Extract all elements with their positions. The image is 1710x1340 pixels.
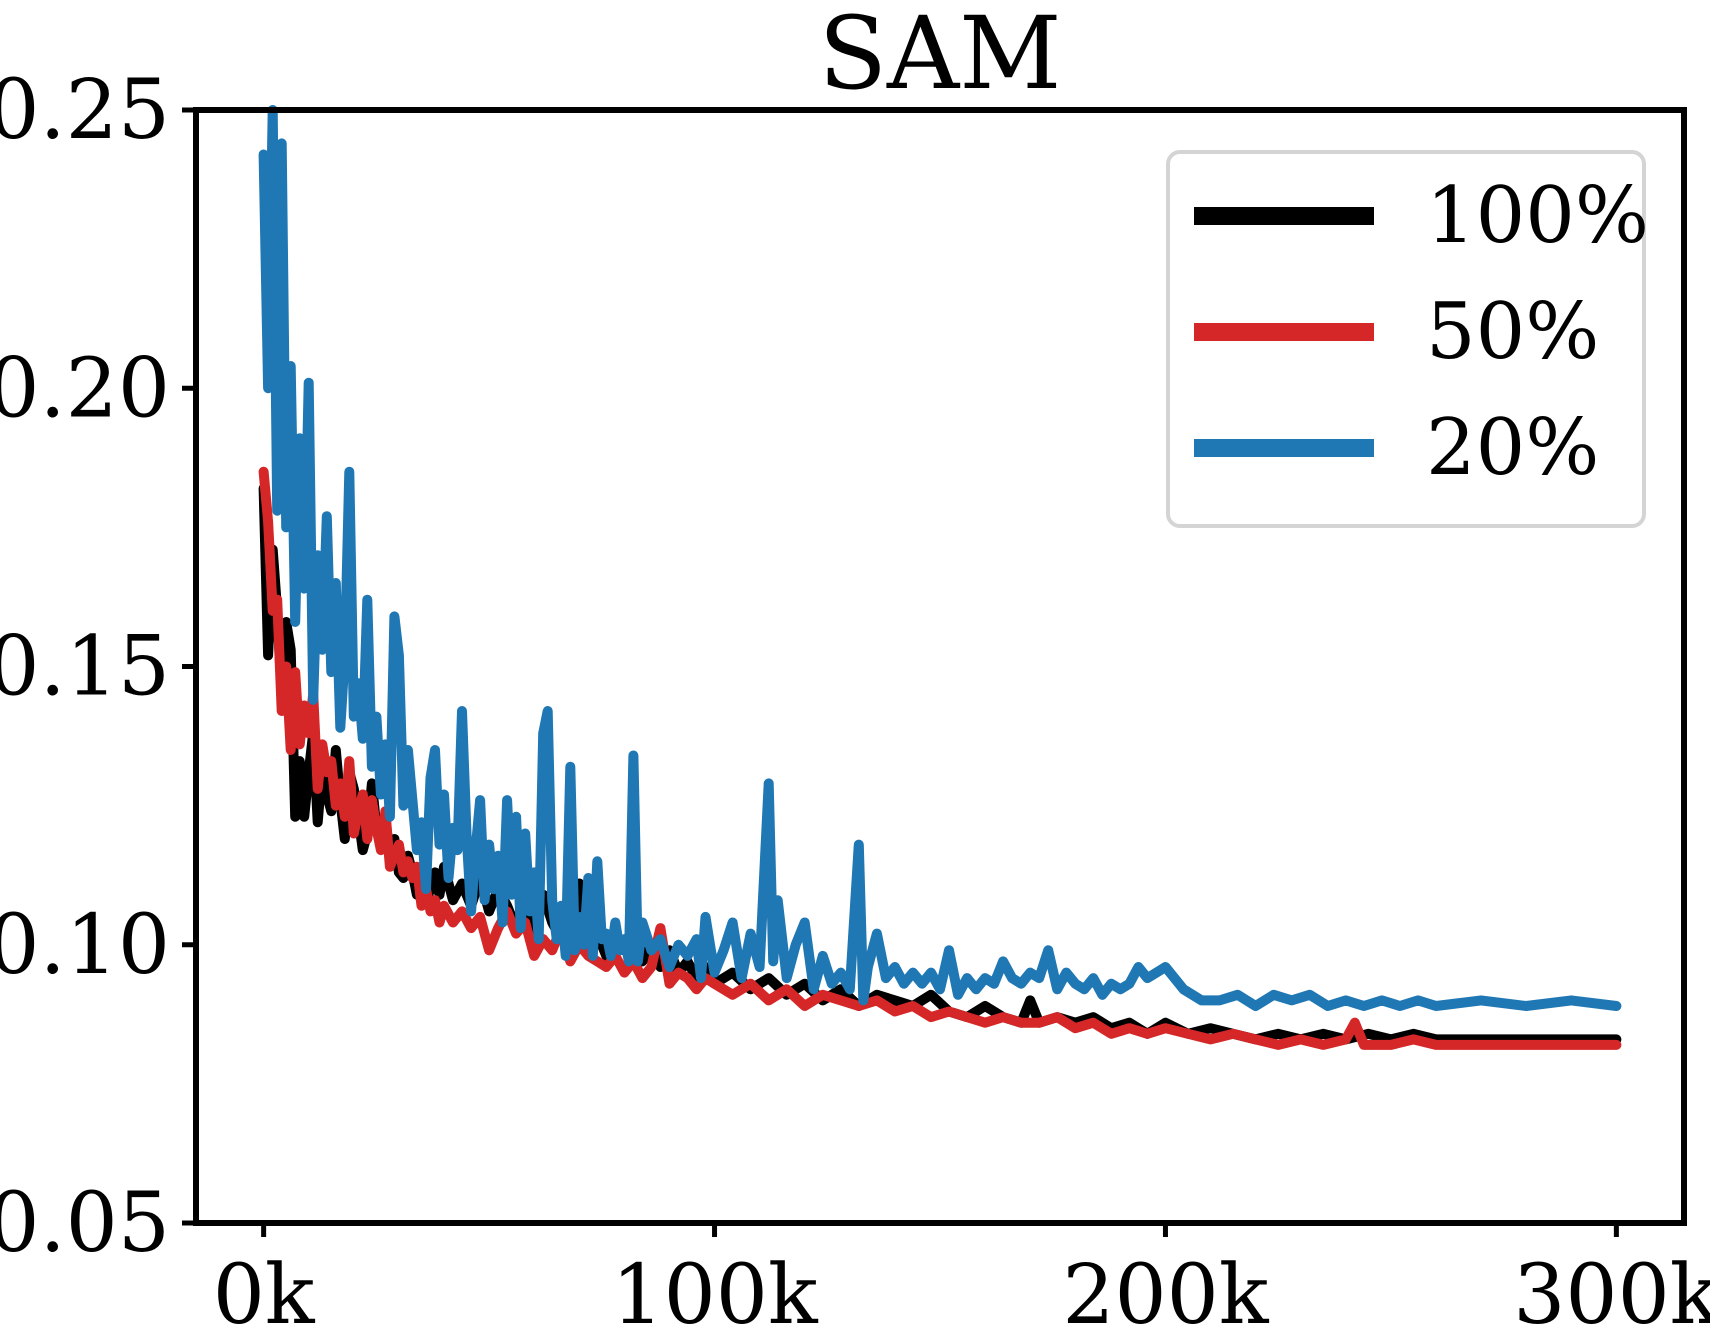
y-tick-label: 0.05: [0, 1176, 170, 1271]
legend-label: 20%: [1426, 403, 1599, 493]
series-layer: [258, 105, 1622, 1050]
chart-title: SAM: [818, 0, 1061, 112]
x-tick-label: 300k: [1513, 1248, 1710, 1340]
x-tick-label: 100k: [611, 1248, 819, 1340]
legend-label: 50%: [1426, 287, 1599, 377]
legend-label: 100%: [1426, 171, 1649, 261]
x-tick-label: 200k: [1062, 1248, 1270, 1340]
y-tick-label: 0.20: [0, 341, 170, 436]
y-tick-label: 0.15: [0, 620, 170, 715]
axes: 0k 100k 200k 300k 0.05 0.10 0.15 0.20 0.25: [0, 63, 1710, 1340]
series-line-3: [258, 105, 1622, 1011]
x-tick-label: 0k: [213, 1248, 316, 1340]
y-tick-label: 0.25: [0, 63, 170, 158]
y-tick-label: 0.10: [0, 898, 170, 993]
legend: 100% 50% 20%: [1166, 150, 1649, 528]
legend-box: [1166, 150, 1646, 528]
